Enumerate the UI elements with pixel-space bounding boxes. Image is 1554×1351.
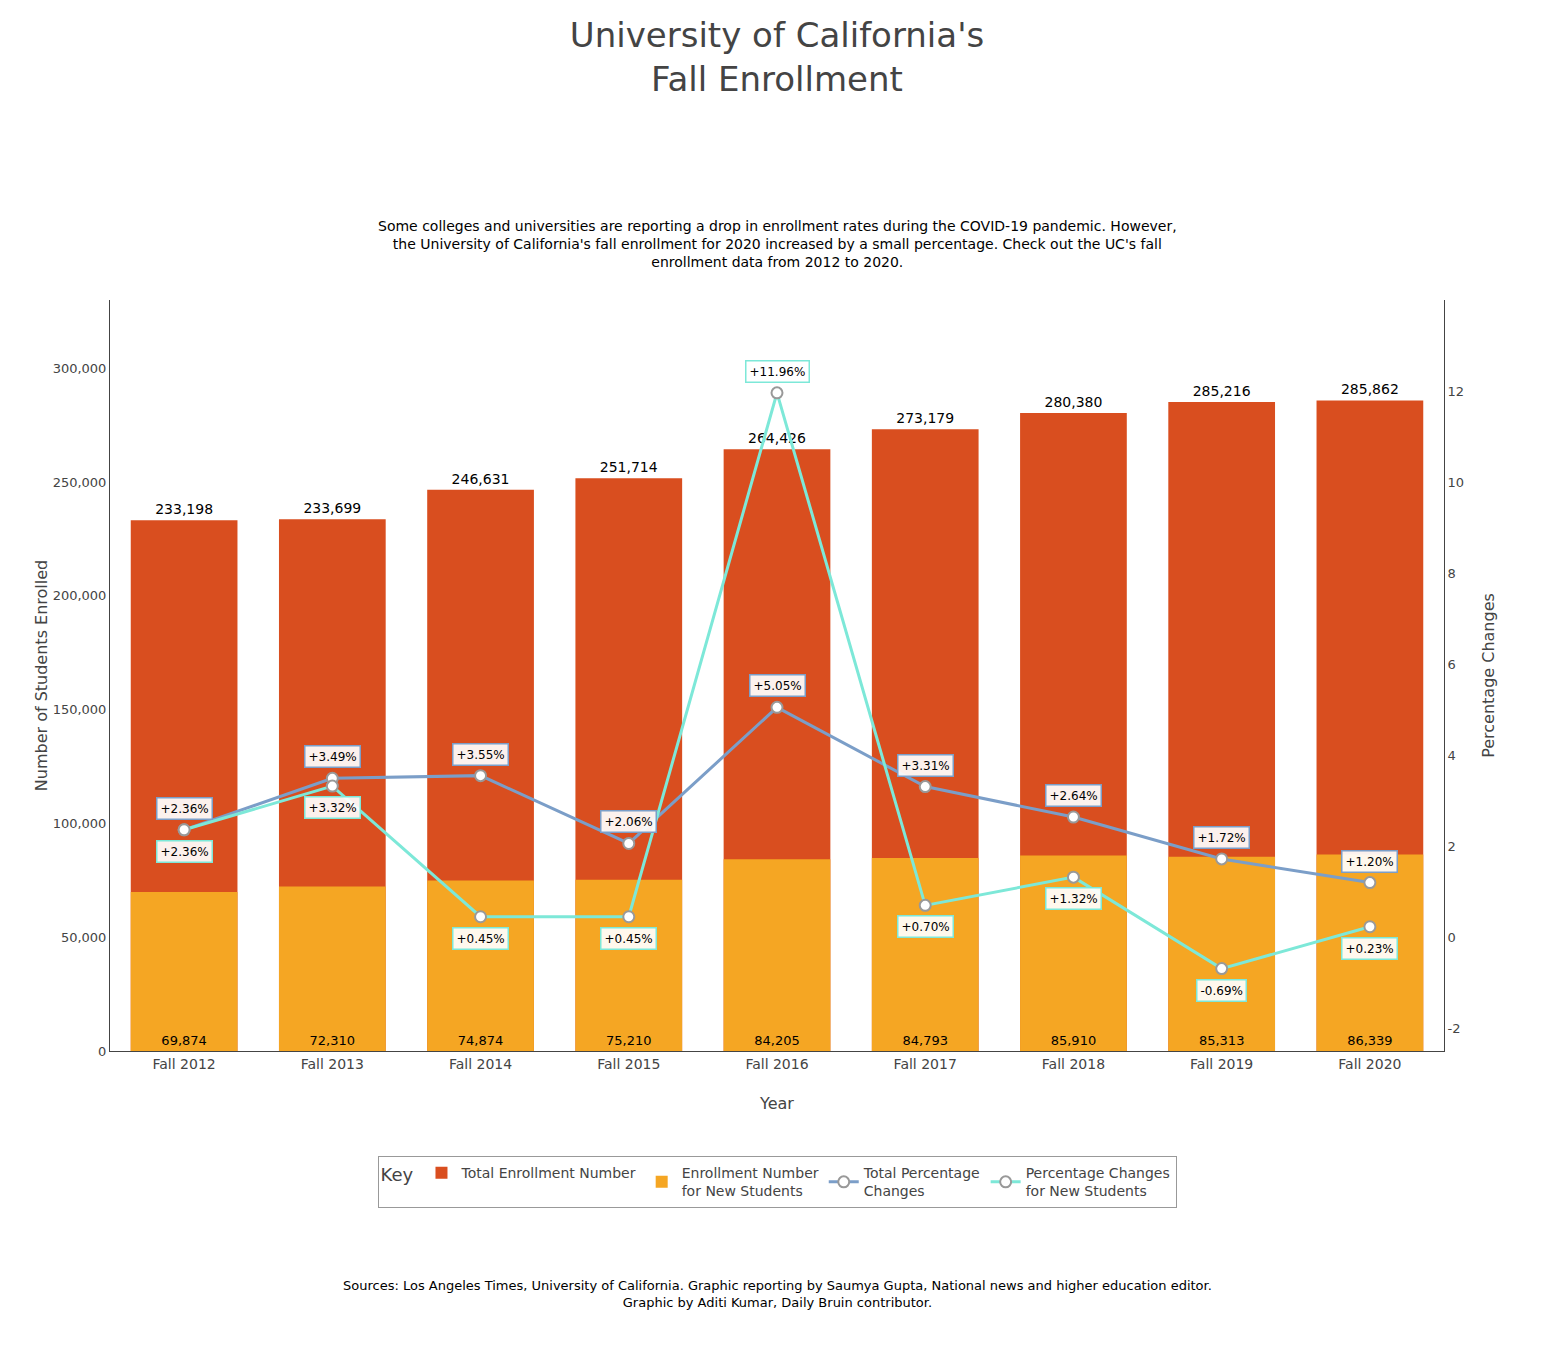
svg-text:+3.55%: +3.55% — [457, 748, 505, 762]
svg-text:69,874: 69,874 — [161, 1033, 207, 1048]
svg-text:Enrollment Numberfor New Stude: Enrollment Numberfor New Students — [682, 1165, 819, 1199]
svg-text:+1.32%: +1.32% — [1050, 892, 1098, 906]
svg-text:6: 6 — [1448, 657, 1456, 672]
svg-text:0: 0 — [98, 1044, 106, 1059]
svg-text:+0.23%: +0.23% — [1346, 942, 1394, 956]
svg-text:10: 10 — [1448, 475, 1465, 490]
svg-text:85,313: 85,313 — [1199, 1033, 1245, 1048]
svg-text:+0.70%: +0.70% — [902, 920, 950, 934]
svg-text:285,216: 285,216 — [1193, 383, 1251, 399]
svg-text:+3.49%: +3.49% — [309, 750, 357, 764]
svg-text:+2.36%: +2.36% — [161, 802, 209, 816]
svg-text:University of California'sFall: University of California'sFall Enrollmen… — [570, 15, 984, 99]
svg-text:Fall 2013: Fall 2013 — [301, 1056, 364, 1072]
svg-text:250,000: 250,000 — [53, 475, 107, 490]
svg-text:84,793: 84,793 — [902, 1033, 948, 1048]
svg-text:75,210: 75,210 — [606, 1033, 652, 1048]
svg-text:86,339: 86,339 — [1347, 1033, 1393, 1048]
svg-text:Fall 2018: Fall 2018 — [1042, 1056, 1105, 1072]
svg-text:72,310: 72,310 — [310, 1033, 356, 1048]
svg-text:Sources: Los Angeles Times, Un: Sources: Los Angeles Times, University o… — [343, 1278, 1212, 1310]
svg-text:285,862: 285,862 — [1341, 381, 1399, 397]
svg-text:Percentage Changesfor New Stud: Percentage Changesfor New Students — [1026, 1165, 1170, 1199]
svg-text:Fall 2019: Fall 2019 — [1190, 1056, 1253, 1072]
svg-text:+2.36%: +2.36% — [161, 845, 209, 859]
svg-text:Fall 2016: Fall 2016 — [745, 1056, 808, 1072]
svg-text:+1.72%: +1.72% — [1198, 831, 1246, 845]
svg-text:Total Enrollment Number: Total Enrollment Number — [460, 1165, 635, 1181]
svg-text:Number of Students Enrolled: Number of Students Enrolled — [32, 560, 51, 791]
svg-text:+2.64%: +2.64% — [1050, 789, 1098, 803]
svg-text:-0.69%: -0.69% — [1201, 984, 1243, 998]
svg-text:264,426: 264,426 — [748, 430, 806, 446]
svg-text:233,198: 233,198 — [155, 501, 213, 517]
svg-text:Percentage Changes: Percentage Changes — [1479, 593, 1498, 758]
svg-text:-2: -2 — [1448, 1021, 1461, 1036]
svg-text:200,000: 200,000 — [53, 588, 107, 603]
svg-text:+5.05%: +5.05% — [754, 679, 802, 693]
svg-text:Fall 2020: Fall 2020 — [1338, 1056, 1401, 1072]
svg-text:233,699: 233,699 — [303, 500, 361, 516]
svg-text:300,000: 300,000 — [53, 361, 107, 376]
svg-text:Fall 2014: Fall 2014 — [449, 1056, 512, 1072]
svg-text:0: 0 — [1448, 930, 1456, 945]
svg-text:Fall 2015: Fall 2015 — [597, 1056, 660, 1072]
svg-text:84,205: 84,205 — [754, 1033, 800, 1048]
svg-text:+1.20%: +1.20% — [1346, 855, 1394, 869]
svg-text:150,000: 150,000 — [53, 702, 107, 717]
svg-text:2: 2 — [1448, 839, 1456, 854]
svg-text:74,874: 74,874 — [458, 1033, 504, 1048]
svg-text:+11.96%: +11.96% — [750, 365, 806, 379]
svg-text:273,179: 273,179 — [896, 410, 954, 426]
svg-text:Some colleges and universities: Some colleges and universities are repor… — [378, 218, 1177, 270]
svg-text:+3.31%: +3.31% — [902, 759, 950, 773]
svg-text:+2.06%: +2.06% — [605, 815, 653, 829]
svg-text:Fall 2012: Fall 2012 — [153, 1056, 216, 1072]
svg-text:+0.45%: +0.45% — [457, 932, 505, 946]
svg-text:Key: Key — [381, 1164, 414, 1185]
svg-text:12: 12 — [1448, 384, 1465, 399]
svg-text:246,631: 246,631 — [452, 471, 510, 487]
svg-text:50,000: 50,000 — [61, 930, 107, 945]
svg-text:8: 8 — [1448, 566, 1456, 581]
svg-text:Total PercentageChanges: Total PercentageChanges — [863, 1165, 980, 1199]
svg-text:251,714: 251,714 — [600, 459, 658, 475]
svg-text:85,910: 85,910 — [1051, 1033, 1097, 1048]
svg-text:Fall 2017: Fall 2017 — [894, 1056, 957, 1072]
svg-text:280,380: 280,380 — [1044, 394, 1102, 410]
svg-text:100,000: 100,000 — [53, 816, 107, 831]
svg-text:4: 4 — [1448, 748, 1456, 763]
svg-text:Year: Year — [759, 1094, 794, 1113]
svg-text:+0.45%: +0.45% — [605, 932, 653, 946]
svg-text:+3.32%: +3.32% — [309, 801, 357, 815]
